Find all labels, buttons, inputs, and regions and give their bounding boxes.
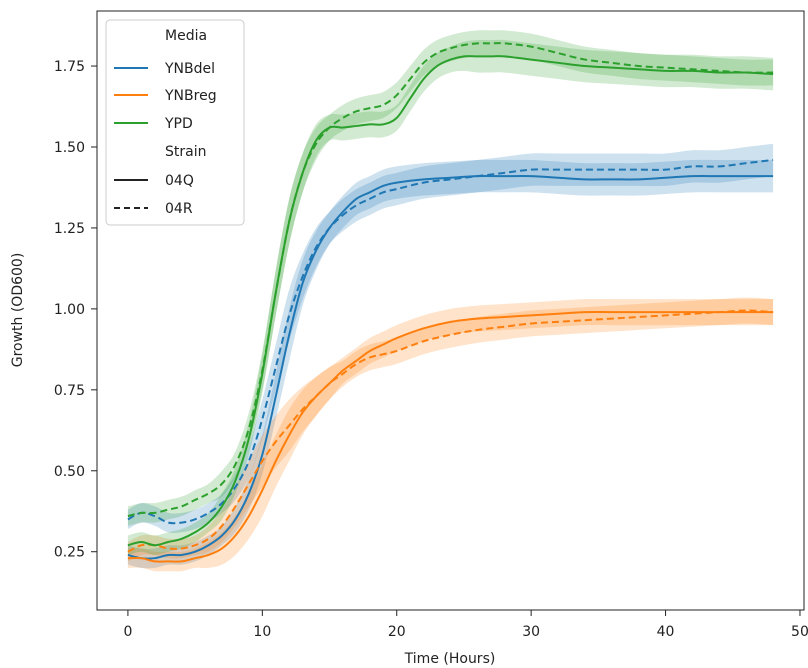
x-axis-ticks: 0 10 20 30 40 50 bbox=[123, 610, 808, 640]
legend-label-04r: 04R bbox=[165, 201, 193, 217]
x-axis-label: Time (Hours) bbox=[404, 651, 496, 667]
legend-label-04q: 04Q bbox=[165, 173, 194, 189]
y-tick-label: 1.75 bbox=[54, 59, 85, 75]
legend-box bbox=[105, 19, 245, 226]
x-tick-label: 20 bbox=[388, 624, 406, 640]
confidence-bands bbox=[127, 30, 774, 572]
y-tick-label: 0.75 bbox=[54, 383, 85, 399]
legend-label-ynbdel: YNBdel bbox=[164, 61, 215, 77]
line-ypd-04r bbox=[127, 42, 774, 518]
series-lines bbox=[127, 42, 774, 563]
y-tick-label: 1.25 bbox=[54, 221, 85, 237]
band-ynbreg-04r bbox=[127, 297, 774, 562]
legend: Media YNBdel YNBreg YPD Strain 04Q 04R bbox=[105, 19, 245, 226]
x-tick-label: 10 bbox=[253, 624, 271, 640]
x-tick-label: 40 bbox=[657, 624, 675, 640]
legend-label-ynbreg: YNBreg bbox=[164, 88, 217, 104]
legend-strain-title: Strain bbox=[165, 144, 206, 160]
band-ypd-04r bbox=[127, 30, 774, 526]
y-axis-ticks: 0.25 0.50 0.75 1.00 1.25 1.50 1.75 bbox=[54, 59, 97, 561]
y-axis-label: Growth (OD600) bbox=[10, 253, 26, 368]
line-ynbdel-04r bbox=[127, 158, 774, 525]
x-tick-label: 30 bbox=[522, 624, 540, 640]
plot-area-frame bbox=[96, 10, 805, 611]
band-ynbdel-04r bbox=[127, 143, 774, 533]
x-tick-label: 50 bbox=[791, 624, 808, 640]
line-ynbreg-04r bbox=[127, 309, 774, 553]
legend-media-title: Media bbox=[165, 28, 207, 44]
line-ypd-04q bbox=[127, 55, 774, 547]
line-ynbreg-04q bbox=[127, 311, 774, 563]
legend-label-ypd: YPD bbox=[164, 116, 193, 132]
line-ynbdel-04q bbox=[127, 175, 774, 560]
y-tick-label: 0.50 bbox=[54, 464, 85, 480]
y-tick-label: 1.50 bbox=[54, 140, 85, 156]
x-tick-label: 0 bbox=[123, 624, 132, 640]
y-tick-label: 1.00 bbox=[54, 302, 85, 318]
y-tick-label: 0.25 bbox=[54, 545, 85, 561]
